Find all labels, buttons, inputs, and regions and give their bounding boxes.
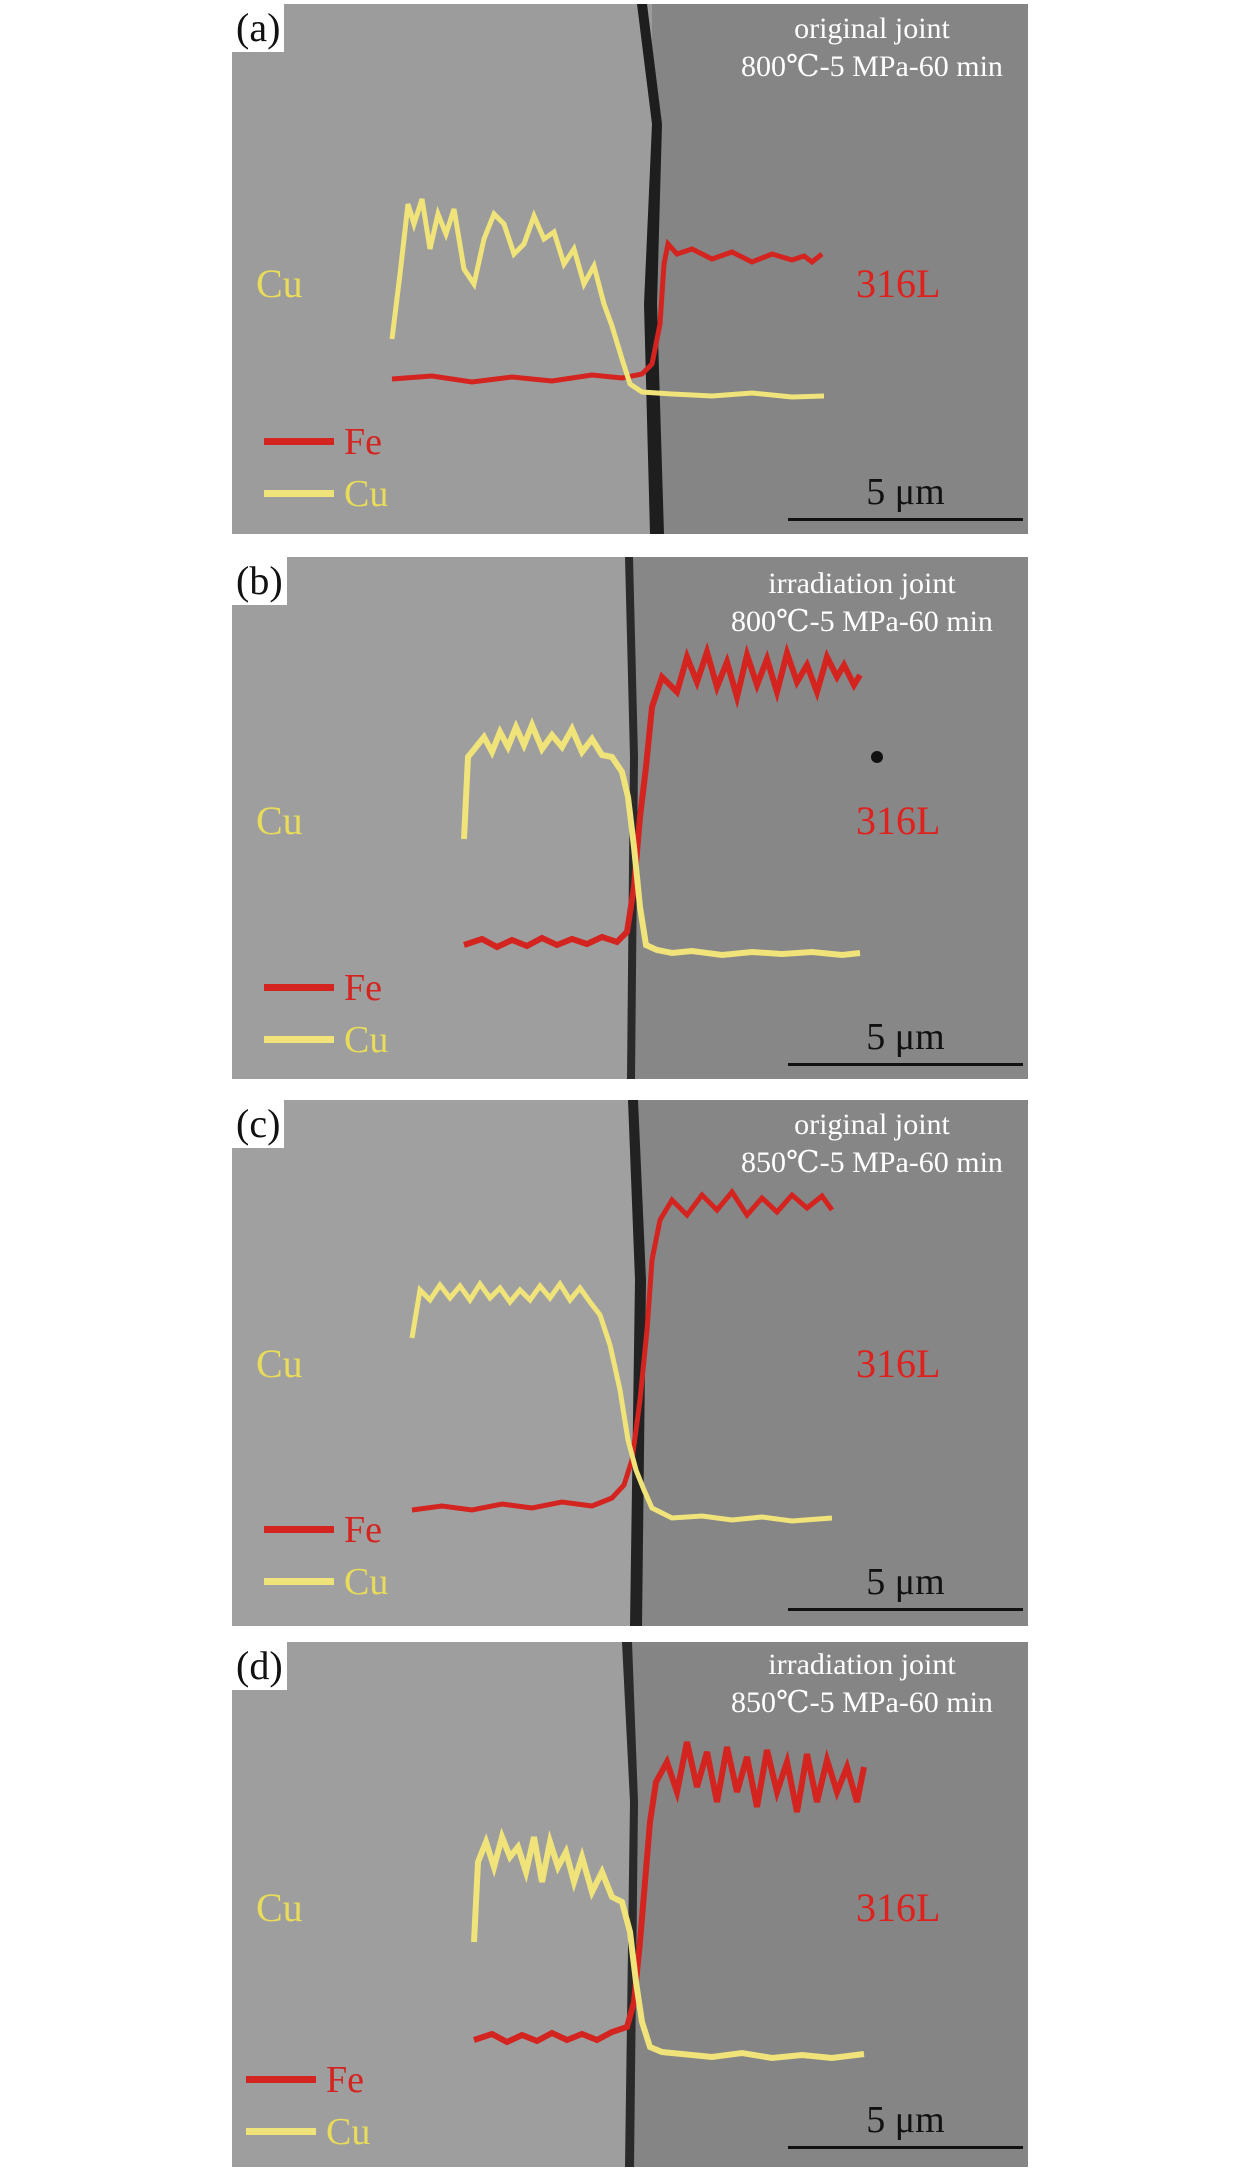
scale-bar-b: 5 μm	[788, 1015, 1023, 1066]
scale-bar-a: 5 μm	[788, 470, 1023, 521]
cu-swatch-a	[264, 490, 334, 497]
panel-a: (a) original joint 800℃-5 MPa-60 min Cu …	[232, 4, 1028, 534]
sem-image-c	[232, 1100, 1028, 1626]
scale-line-a	[788, 518, 1023, 521]
cu-line-a	[389, 198, 825, 400]
legend-fe-label-b: Fe	[344, 967, 382, 1009]
panel-label-d: (d)	[232, 1642, 287, 1690]
scale-bar-c: 5 μm	[788, 1560, 1023, 1611]
scale-line-b	[788, 1063, 1023, 1066]
scale-label-d: 5 μm	[866, 2099, 945, 2141]
condition-text-d: irradiation joint 850℃-5 MPa-60 min	[712, 1646, 1012, 1722]
joint-type-b: irradiation joint	[768, 567, 956, 600]
joint-type-c: original joint	[794, 1108, 950, 1141]
legend-cu-label-a: Cu	[344, 473, 389, 515]
sem-image-d	[232, 1642, 1028, 2167]
linescan-b	[461, 641, 863, 959]
scale-line-c	[788, 1608, 1023, 1611]
panel-label-c: (c)	[232, 1100, 285, 1148]
process-params-d: 850℃-5 MPa-60 min	[731, 1686, 993, 1719]
material-right-b: 316L	[856, 798, 941, 843]
cu-line-d	[471, 1827, 865, 2062]
process-params-b: 800℃-5 MPa-60 min	[731, 605, 993, 638]
fe-swatch-a	[264, 438, 334, 445]
scale-label-a: 5 μm	[866, 471, 945, 513]
scale-line-d	[788, 2146, 1023, 2149]
fe-swatch-b	[264, 984, 334, 991]
sem-image-b	[232, 557, 1028, 1079]
condition-text-b: irradiation joint 800℃-5 MPa-60 min	[712, 565, 1012, 641]
linescan-c	[409, 1187, 835, 1524]
material-right-d: 316L	[856, 1885, 941, 1930]
panel-label-b: (b)	[232, 557, 287, 605]
panel-b: (b) irradiation joint 800℃-5 MPa-60 min …	[232, 557, 1028, 1079]
panel-d: (d) irradiation joint 850℃-5 MPa-60 min …	[232, 1642, 1028, 2167]
legend-cu-label-c: Cu	[344, 1561, 389, 1603]
process-params-a: 800℃-5 MPa-60 min	[741, 50, 1003, 83]
material-right-a: 316L	[856, 261, 941, 306]
cu-swatch-b	[264, 1036, 334, 1043]
process-params-c: 850℃-5 MPa-60 min	[741, 1146, 1003, 1179]
fe-line-b	[463, 641, 863, 951]
legend-fe-label-d: Fe	[326, 2059, 364, 2101]
material-left-b: Cu	[256, 798, 303, 843]
scale-label-c: 5 μm	[866, 1561, 945, 1603]
material-right-c: 316L	[856, 1341, 941, 1386]
legend-cu-label-b: Cu	[344, 1019, 389, 1061]
fe-line-d	[473, 1741, 867, 2046]
fe-line-a	[391, 238, 824, 385]
material-left-c: Cu	[256, 1341, 303, 1386]
fe-swatch-c	[264, 1526, 334, 1533]
cu-swatch-c	[264, 1578, 334, 1585]
scale-label-b: 5 μm	[866, 1016, 945, 1058]
legend-fe-label-a: Fe	[344, 421, 382, 463]
cu-line-b	[461, 717, 861, 959]
fe-swatch-d	[246, 2076, 316, 2083]
panel-label-a: (a)	[232, 4, 285, 52]
linescan-d	[471, 1741, 867, 2062]
linescan-a	[389, 198, 825, 400]
condition-text-c: original joint 850℃-5 MPa-60 min	[722, 1106, 1022, 1182]
panel-c: (c) original joint 850℃-5 MPa-60 min Cu …	[232, 1100, 1028, 1626]
legend-cu-label-d: Cu	[326, 2111, 371, 2153]
cu-swatch-d	[246, 2128, 316, 2135]
joint-type-d: irradiation joint	[768, 1648, 956, 1681]
fe-line-c	[411, 1187, 835, 1513]
material-left-d: Cu	[256, 1885, 303, 1930]
condition-text-a: original joint 800℃-5 MPa-60 min	[722, 10, 1022, 86]
cu-line-c	[409, 1279, 833, 1524]
legend-fe-label-c: Fe	[344, 1509, 382, 1551]
material-left-a: Cu	[256, 261, 303, 306]
scale-bar-d: 5 μm	[788, 2098, 1023, 2149]
joint-type-a: original joint	[794, 12, 950, 45]
